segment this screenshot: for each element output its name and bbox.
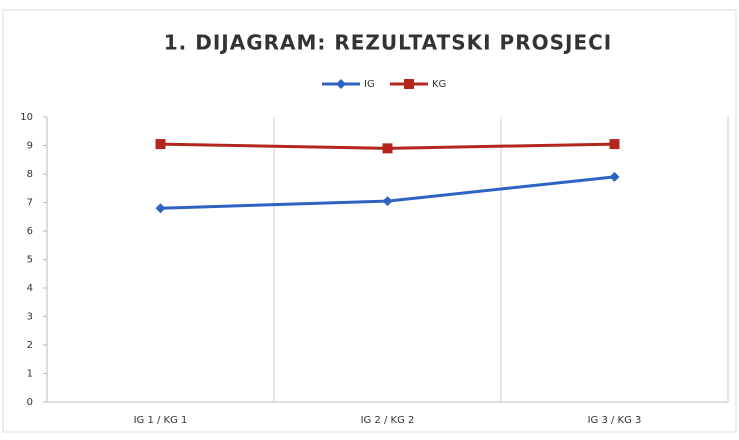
legend-marker [404, 79, 414, 89]
y-tick-label: 4 [27, 283, 33, 294]
point [155, 139, 166, 150]
chart-border [2, 9, 737, 433]
point [609, 139, 620, 150]
y-tick-label: 9 [27, 141, 33, 152]
y-tick-label: 6 [27, 226, 33, 237]
y-tick-label: 3 [27, 312, 33, 323]
x-tick-label: IG 2 / KG 2 [361, 415, 415, 426]
legend-marker [336, 79, 346, 89]
x-tick-label: IG 3 / KG 3 [588, 415, 642, 426]
legend-label: KG [432, 79, 446, 90]
point [382, 196, 393, 207]
y-tick-label: 8 [27, 169, 33, 180]
y-tick-label: 0 [27, 397, 33, 408]
point [382, 143, 393, 154]
y-tick-label: 1 [27, 369, 33, 380]
chart-title: 1. DIJAGRAM: REZULTATSKI PROSJECI [164, 31, 613, 55]
y-tick-label: 10 [20, 112, 33, 123]
x-tick-label: IG 1 / KG 1 [134, 415, 188, 426]
point [155, 203, 166, 214]
point [609, 171, 620, 182]
y-tick-label: 7 [27, 198, 33, 209]
legend-label: IG [364, 79, 375, 90]
y-tick-label: 5 [27, 255, 33, 266]
y-tick-label: 2 [27, 340, 33, 351]
